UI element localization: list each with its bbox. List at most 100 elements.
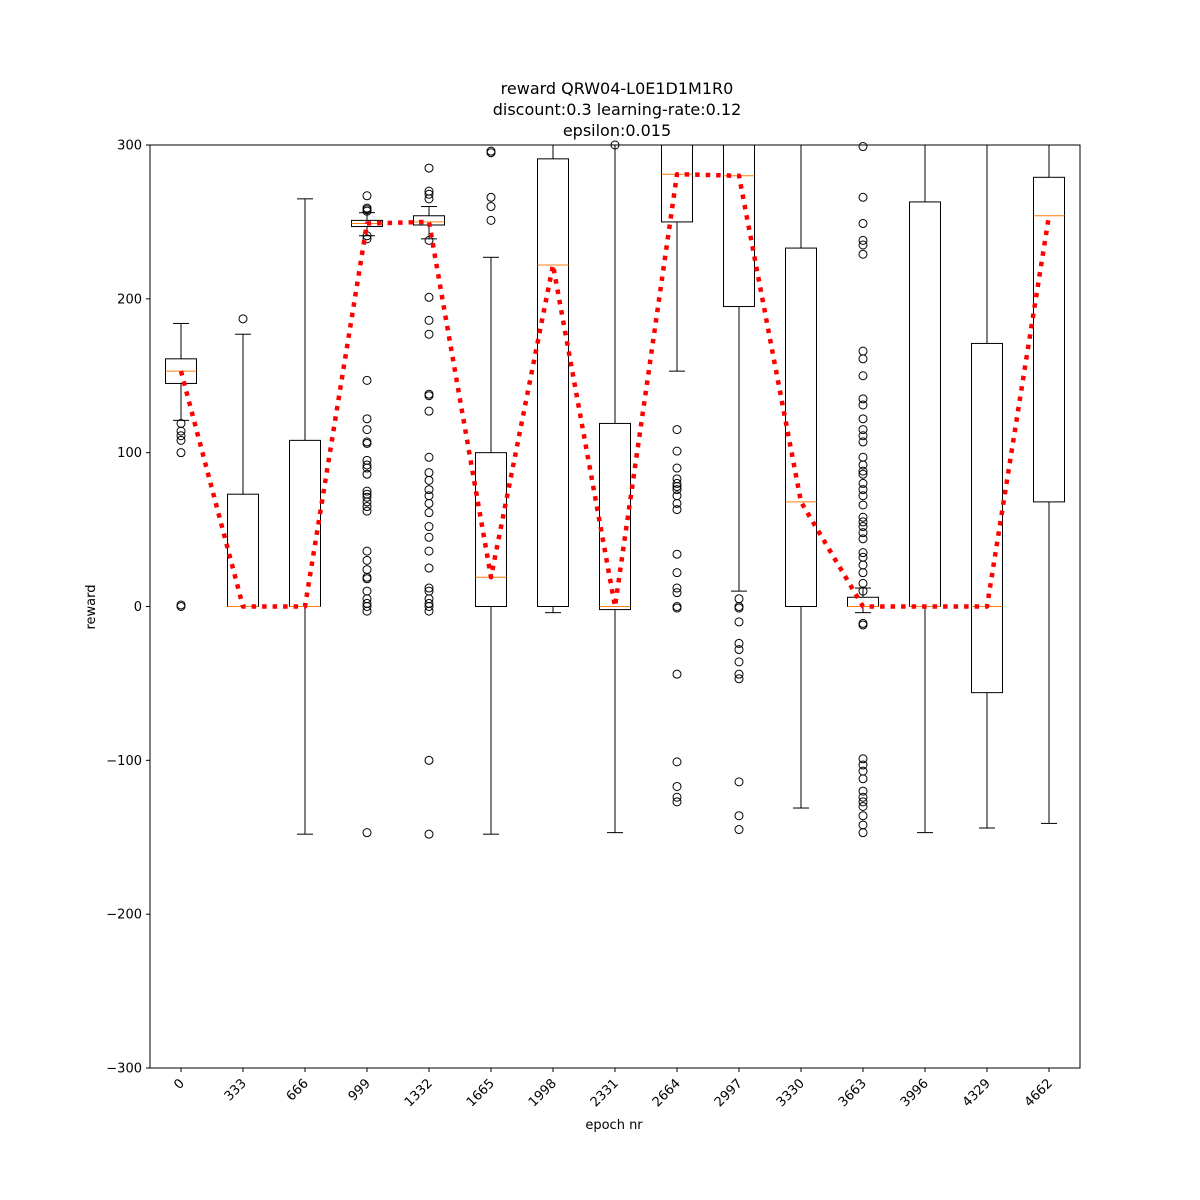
outlier-point: [672, 463, 682, 473]
outlier-point: [362, 574, 372, 584]
box-group-4662: [1033, 145, 1065, 824]
chart-title-line-3: epsilon:0.015: [563, 121, 671, 140]
outlier-point: [858, 394, 868, 404]
outlier-point: [362, 206, 372, 216]
outlier-point: [734, 638, 744, 648]
y-axis: −300 −200 −100 0 100 200 300: [106, 139, 150, 1077]
outlier-point: [858, 517, 868, 527]
outlier-point: [362, 375, 372, 385]
outlier-point: [362, 506, 372, 516]
box-group-999: [351, 191, 383, 838]
outlier-point: [424, 329, 434, 339]
box-group-3330: [785, 145, 817, 809]
box-iqr: [971, 342, 1003, 694]
outlier-point: [424, 194, 434, 204]
box-iqr: [1033, 176, 1065, 503]
outlier-point: [176, 602, 186, 611]
outlier-point: [858, 801, 868, 811]
chart-title-line-2: discount:0.3 learning-rate:0.12: [493, 100, 742, 119]
outlier-point: [486, 202, 496, 212]
outlier-point: [672, 603, 682, 613]
outlier-point: [424, 163, 434, 173]
outlier-point: [672, 505, 682, 515]
outlier-point: [858, 218, 868, 228]
outlier-point: [424, 546, 434, 556]
outlier-point: [858, 548, 868, 558]
outlier-point: [362, 463, 372, 473]
outlier-point: [734, 669, 744, 679]
box-group-3663: [847, 142, 879, 838]
outlier-point: [424, 406, 434, 416]
outlier-point: [858, 354, 868, 364]
outlier-point: [734, 674, 744, 684]
outlier-point: [176, 448, 186, 458]
outlier-point: [858, 240, 868, 250]
outlier-point: [858, 400, 868, 410]
outlier-point: [424, 755, 434, 765]
outlier-point: [672, 549, 682, 559]
outlier-point: [672, 669, 682, 679]
outlier-point: [362, 492, 372, 502]
outlier-point: [858, 760, 868, 770]
outlier-point: [858, 512, 868, 522]
outlier-point: [858, 235, 868, 245]
outlier-point: [362, 469, 372, 479]
outlier-point: [858, 414, 868, 424]
outlier-point: [858, 586, 868, 596]
outlier-point: [362, 425, 372, 435]
outlier-point: [858, 431, 868, 441]
outlier-point: [424, 475, 434, 485]
outlier-point: [858, 437, 868, 447]
outlier-point: [734, 777, 744, 787]
outlier-point: [424, 522, 434, 532]
outlier-point: [362, 191, 372, 201]
outlier-point: [176, 426, 186, 436]
outlier-point: [734, 645, 744, 655]
chart-title: reward QRW04-L0E1D1M1R0 discount:0.3 lea…: [493, 79, 742, 140]
outlier-point: [362, 438, 372, 448]
outlier-point: [858, 491, 868, 501]
outlier-point: [858, 774, 868, 784]
outlier-point: [362, 234, 372, 244]
box-iqr: [475, 452, 507, 607]
outlier-point: [858, 500, 868, 510]
outlier-point: [858, 792, 868, 802]
y-tick-label: −200: [106, 908, 142, 923]
outlier-point: [362, 497, 372, 507]
outlier-point: [858, 568, 868, 578]
outlier-point: [424, 391, 434, 401]
plot-area: [165, 140, 1065, 839]
outlier-point: [424, 532, 434, 542]
outlier-point: [734, 825, 744, 835]
box-group-1332: [413, 163, 445, 839]
outlier-point: [858, 371, 868, 381]
outlier-point: [672, 498, 682, 508]
outlier-point: [424, 606, 434, 616]
y-tick-label: 300: [117, 139, 142, 154]
outlier-point: [672, 425, 682, 435]
outlier-point: [858, 460, 868, 470]
outlier-point: [858, 249, 868, 259]
median-trend-line: [178, 171, 1052, 609]
outlier-point: [672, 781, 682, 791]
outlier-point: [362, 414, 372, 424]
outlier-point: [486, 192, 496, 202]
outlier-point: [424, 235, 434, 245]
outlier-point: [424, 602, 434, 611]
y-tick-label: 100: [117, 446, 142, 461]
outlier-point: [734, 603, 744, 613]
outlier-point: [672, 478, 682, 488]
outlier-point: [424, 292, 434, 302]
outlier-point: [176, 431, 186, 441]
outlier-point: [424, 315, 434, 325]
outlier-point: [486, 148, 496, 158]
box-iqr: [537, 158, 569, 607]
outlier-point: [858, 485, 868, 495]
outlier-point: [672, 792, 682, 802]
outlier-point: [672, 757, 682, 767]
outlier-point: [362, 486, 372, 496]
outlier-point: [734, 811, 744, 821]
outlier-point: [176, 435, 186, 445]
box-iqr: [599, 422, 631, 611]
outlier-point: [858, 478, 868, 488]
